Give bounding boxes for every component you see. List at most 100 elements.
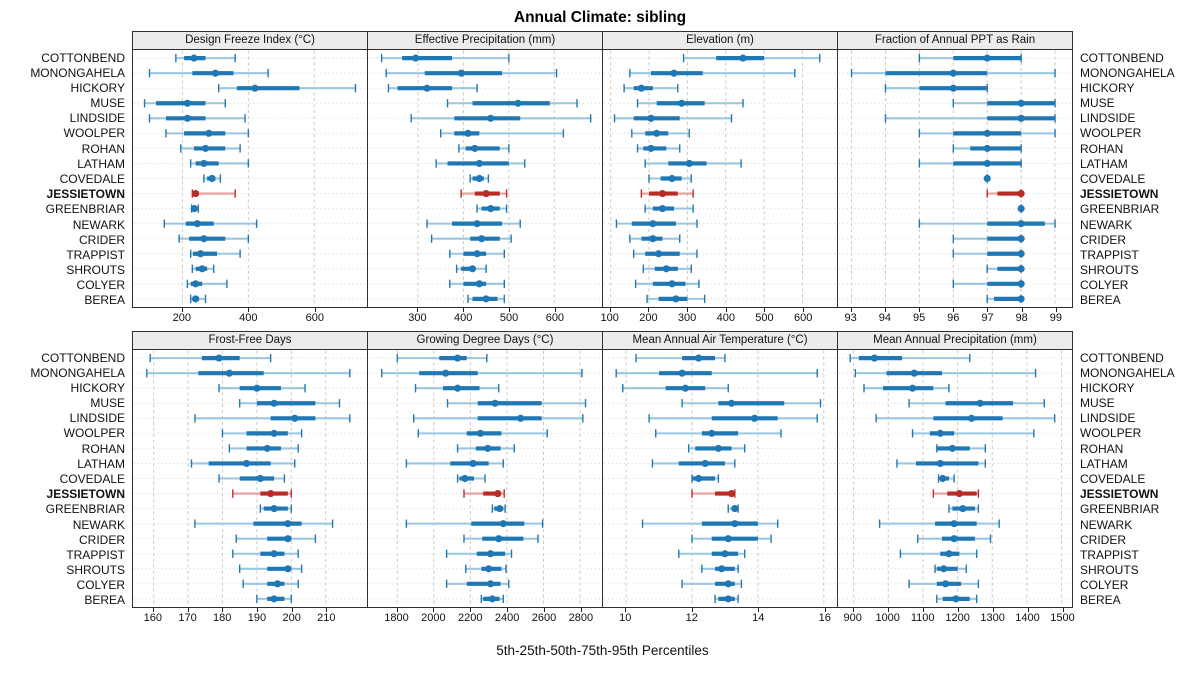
site-label: CRIDER <box>78 232 125 247</box>
panel-plot <box>132 50 368 308</box>
axis-tick <box>291 608 293 612</box>
percentile-interval-muse <box>952 99 1056 108</box>
axis-tick <box>152 608 154 612</box>
percentile-interval-hickory <box>884 84 988 93</box>
percentile-interval-greenbriar <box>190 204 199 213</box>
percentile-interval-monongahela <box>385 69 558 78</box>
panel-plot <box>837 50 1073 308</box>
percentile-interval-newark <box>615 219 698 228</box>
panel-strip: Fraction of Annual PPT as Rain <box>837 31 1073 50</box>
axis-tick-label: 400 <box>716 312 735 324</box>
axis-tick <box>256 608 258 612</box>
percentile-interval-berea <box>714 594 739 604</box>
percentile-interval-cottonbend <box>635 353 726 363</box>
site-label: GREENBRIAR <box>45 502 125 517</box>
site-label: COLYER <box>1080 578 1129 593</box>
percentile-interval-newark <box>641 519 779 528</box>
site-label: SHROUTS <box>1080 563 1139 578</box>
panels-row-bottom: Frost-Free Days 160 170 180 190 200 210 Growing… <box>132 331 1075 629</box>
axis-tick <box>758 608 760 612</box>
site-label: MUSE <box>90 96 125 111</box>
percentile-interval-woolper <box>655 429 782 438</box>
percentile-interval-trappist <box>189 249 241 258</box>
axis-tick-label: 300 <box>408 312 427 324</box>
percentile-interval-newark <box>194 519 334 528</box>
panel-strip: Frost-Free Days <box>132 331 368 350</box>
percentile-interval-crider <box>917 534 992 543</box>
percentile-interval-jessietown <box>463 489 505 498</box>
site-label: COTTONBEND <box>41 350 125 365</box>
panel-elevation-m-: Elevation (m) 100 200 300 400 500 600 <box>601 31 838 329</box>
panel-axis: 10 12 14 16 <box>602 608 838 629</box>
percentile-interval-lindside <box>613 114 733 123</box>
percentile-interval-cottonbend <box>175 53 236 63</box>
panel-strip: Effective Precipitation (mm) <box>367 31 603 50</box>
site-label: COVEDALE <box>59 171 125 186</box>
percentile-interval-muse <box>446 399 587 408</box>
panel-strip: Growing Degree Days (°C) <box>367 331 603 350</box>
site-label: COLYER <box>1080 278 1129 293</box>
site-label: COTTONBEND <box>41 50 125 65</box>
percentile-interval-monongahela <box>629 69 796 78</box>
axis-tick <box>396 608 398 612</box>
chart-title: Annual Climate: sibling <box>513 9 687 26</box>
axis-tick-label: 600 <box>545 312 565 324</box>
percentile-interval-colyer <box>634 279 700 288</box>
percentile-interval-covedale <box>691 474 720 483</box>
site-label: MUSE <box>90 396 125 411</box>
percentile-interval-trappist <box>678 549 746 558</box>
x-axis-caption: 5th-25th-50th-75th-95th Percentiles <box>496 643 709 658</box>
percentile-interval-covedale <box>983 174 991 183</box>
percentile-interval-shrouts <box>191 264 215 273</box>
site-label: NEWARK <box>1080 217 1133 232</box>
panel-axis: 200 400 600 <box>132 308 368 329</box>
site-label: COVEDALE <box>1080 171 1146 186</box>
site-label: ROHAN <box>1080 141 1124 156</box>
axis-tick-label: 95 <box>912 312 926 324</box>
axis-tick <box>544 608 545 612</box>
percentile-interval-crider <box>629 234 681 243</box>
site-label: SHROUTS <box>1080 263 1139 278</box>
percentile-interval-cottonbend <box>918 53 1022 63</box>
site-labels-left: COTTONBEND MONONGAHELA HICKORY MUSE LINDSIDE… <box>0 31 132 308</box>
percentile-interval-hickory <box>218 384 306 393</box>
axis-tick-label: 600 <box>793 312 813 324</box>
percentile-interval-latham <box>896 459 987 468</box>
axis-tick-label: 300 <box>677 312 697 324</box>
percentile-interval-shrouts <box>701 564 739 573</box>
axis-tick <box>803 308 805 312</box>
axis-tick <box>187 608 189 612</box>
percentile-interval-greenbriar <box>948 504 980 513</box>
axis-tick-label: 10 <box>619 612 632 624</box>
percentile-interval-berea <box>480 594 504 604</box>
axis-tick <box>1021 308 1023 312</box>
axis-tick <box>764 308 766 312</box>
percentile-interval-colyer <box>681 579 743 588</box>
site-label: COTTONBEND <box>1080 50 1164 65</box>
percentile-interval-lindside <box>875 414 1056 423</box>
axis-tick-label: 400 <box>454 312 473 324</box>
axis-tick-label: 12 <box>685 612 698 624</box>
site-label: JESSIETOWN <box>1080 487 1159 502</box>
percentile-interval-newark <box>878 519 1000 528</box>
axis-tick <box>554 308 556 312</box>
percentile-interval-newark <box>405 519 544 528</box>
panel-fraction-of-annual-ppt-as-rain: Fraction of Annual PPT as Rain 93 94 95 96 97… <box>837 31 1073 329</box>
site-label: BEREA <box>84 293 125 308</box>
percentile-interval-trappist <box>899 549 978 558</box>
axis-tick-label: 2600 <box>531 612 557 624</box>
percentile-interval-woolper <box>221 429 303 438</box>
panel-frost-free-days: Frost-Free Days 160 170 180 190 200 210 <box>132 331 368 629</box>
site-label: CRIDER <box>78 532 125 547</box>
axis-tick-label: 1400 <box>1015 612 1040 624</box>
axis-tick-label: 97 <box>981 312 994 324</box>
axis-tick <box>580 608 582 612</box>
axis-tick <box>470 608 472 612</box>
site-label: TRAPPIST <box>66 547 125 562</box>
panel-strip: Elevation (m) <box>602 31 838 50</box>
site-label: COTTONBEND <box>1080 350 1164 365</box>
axis-tick-label: 500 <box>755 312 774 324</box>
panel-plot <box>367 50 603 308</box>
percentile-interval-crider <box>691 534 772 543</box>
panel-axis: 93 94 95 96 97 98 99 <box>837 308 1073 329</box>
